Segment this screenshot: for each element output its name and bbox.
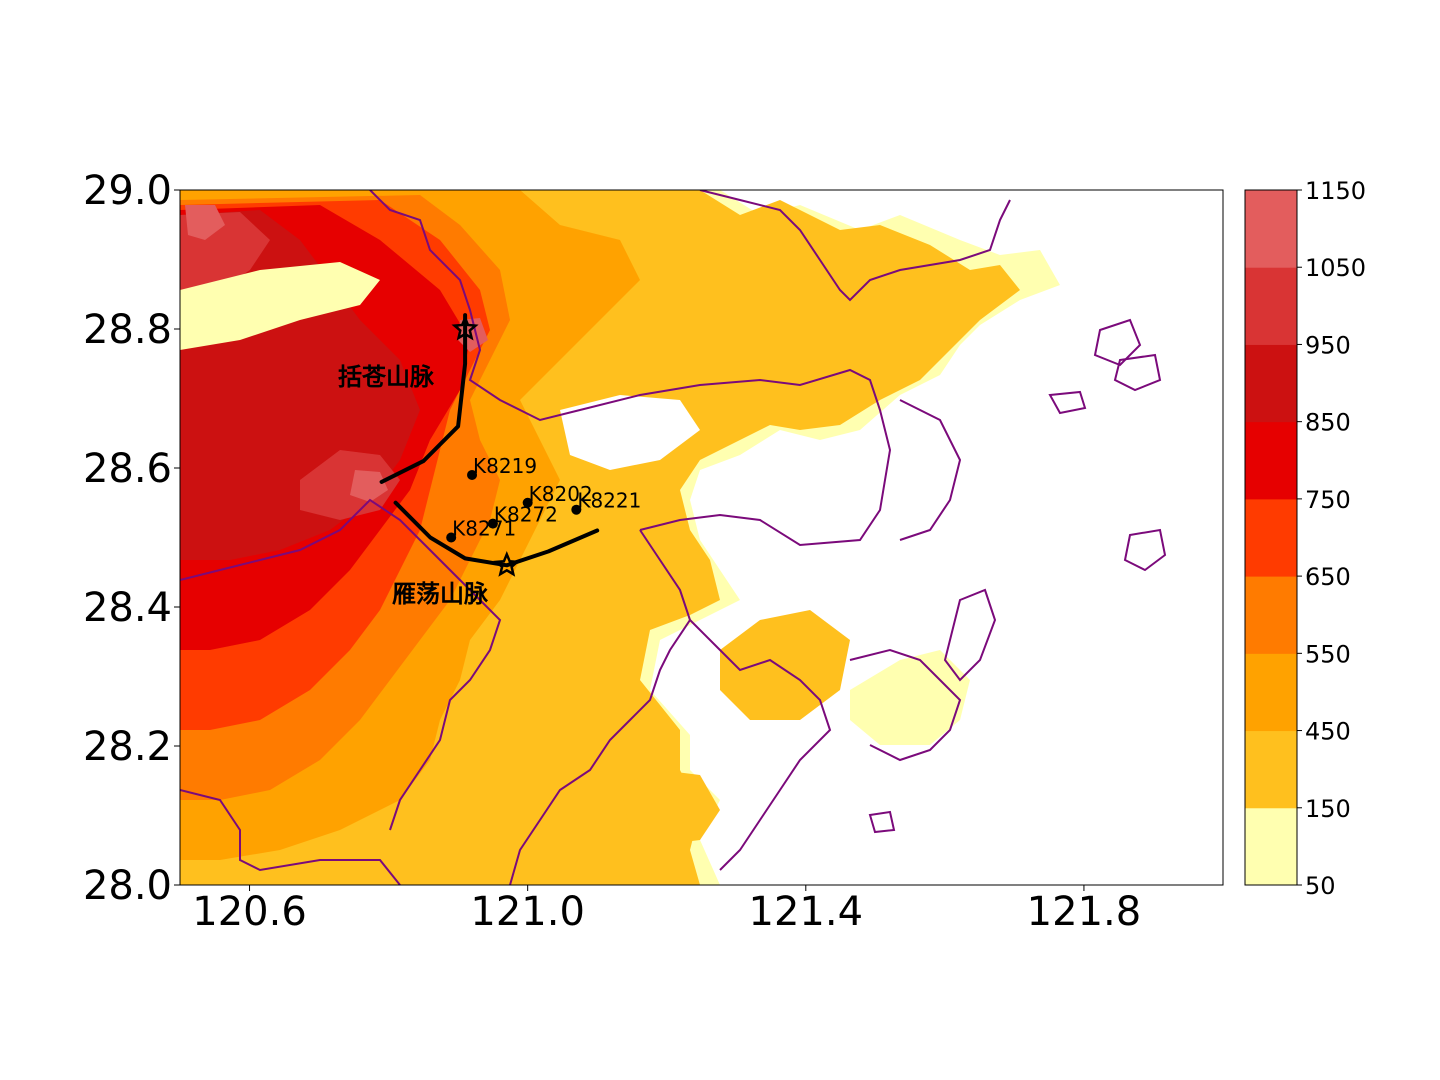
terrain-layer [180,190,1060,885]
ridge-line-2 [393,500,600,568]
colorbar-segment [1245,576,1297,654]
station-dot [467,469,478,480]
colorbar-label: 1050 [1305,254,1366,282]
range-label-yandang: 雁荡山脉 [392,580,489,608]
y-tick-label: 28.0 [83,863,172,909]
station-label: K8271 [452,517,516,541]
y-axis: 28.0 28.2 28.4 28.6 28.8 29.0 [83,168,180,909]
colorbar-segment [1245,730,1297,809]
colorbar-label: 1150 [1305,177,1366,205]
colorbar-label: 550 [1305,640,1351,668]
island-3 [1123,528,1167,572]
colorbar-segment [1245,498,1297,577]
coastline-a [509,529,692,885]
boundary-northeast [699,190,1011,302]
peak-star-icon [451,314,479,341]
plot-frame [179,189,1224,886]
colorbar-segment [1245,653,1297,732]
island-4 [1048,390,1087,415]
colorbar-frame [1244,189,1298,886]
colorbar-label: 750 [1305,486,1351,514]
valley-west [180,262,380,350]
coastline-d [899,399,962,541]
terrain-level-1050 [185,205,225,240]
island-6 [943,588,997,682]
colorbar-label: 450 [1305,718,1351,746]
station-label: K8221 [577,489,641,513]
terrain-level-150-east [720,610,850,720]
station-label: K8272 [494,503,558,527]
coastline-b [689,619,832,871]
station-dot [571,504,582,515]
y-tick-label: 28.4 [83,585,172,631]
y-tick-label: 29.0 [83,168,172,214]
colorbar-label: 950 [1305,331,1351,359]
ridge-line-1 [379,313,468,484]
island-5 [868,810,896,834]
peak-markers [451,314,521,577]
terrain-level-150-south [620,770,720,845]
colorbar-segment [1245,807,1297,886]
y-tick-label: 28.2 [83,724,172,770]
range-label-kuocang: 括苍山脉 [338,363,435,391]
station-dot [522,497,533,508]
ridge-lines [379,313,600,568]
island-1 [1093,318,1142,367]
colorbar-segment [1245,421,1297,500]
y-tick-label: 28.8 [83,307,172,353]
terrain-level-1050-b [350,470,388,502]
station-dot [487,518,498,529]
colorbar-segment [1245,267,1297,345]
station-label: K8219 [473,454,537,478]
station-dot [446,532,457,543]
boundaries-layer [180,190,1167,885]
boundary-south [180,789,401,885]
x-tick-label: 121.4 [749,889,864,935]
colorbar-label: 850 [1305,409,1351,437]
colorbar-label: 650 [1305,563,1351,591]
colorbar-segment [1245,344,1297,423]
terrain-level-50-east [850,650,970,745]
x-tick-label: 120.6 [192,889,307,935]
boundary-central [180,498,502,831]
x-axis: 120.6 121.0 121.4 121.8 [192,885,1141,935]
boundary-north [369,190,892,547]
coastline-c [849,648,962,762]
colorbar-label: 150 [1305,795,1351,823]
valley-coast [560,395,700,470]
colorbar-label: 50 [1305,872,1336,900]
colorbar-segment [1245,190,1297,268]
island-2 [1113,353,1162,392]
peak-star-icon [493,551,521,577]
y-tick-label: 28.6 [83,446,172,492]
station-label: K8202 [529,482,593,506]
x-tick-label: 121.8 [1027,889,1142,935]
x-tick-label: 121.0 [470,889,585,935]
colorbar: 50 150 450 550 650 750 850 950 1050 1150 [1244,177,1366,900]
